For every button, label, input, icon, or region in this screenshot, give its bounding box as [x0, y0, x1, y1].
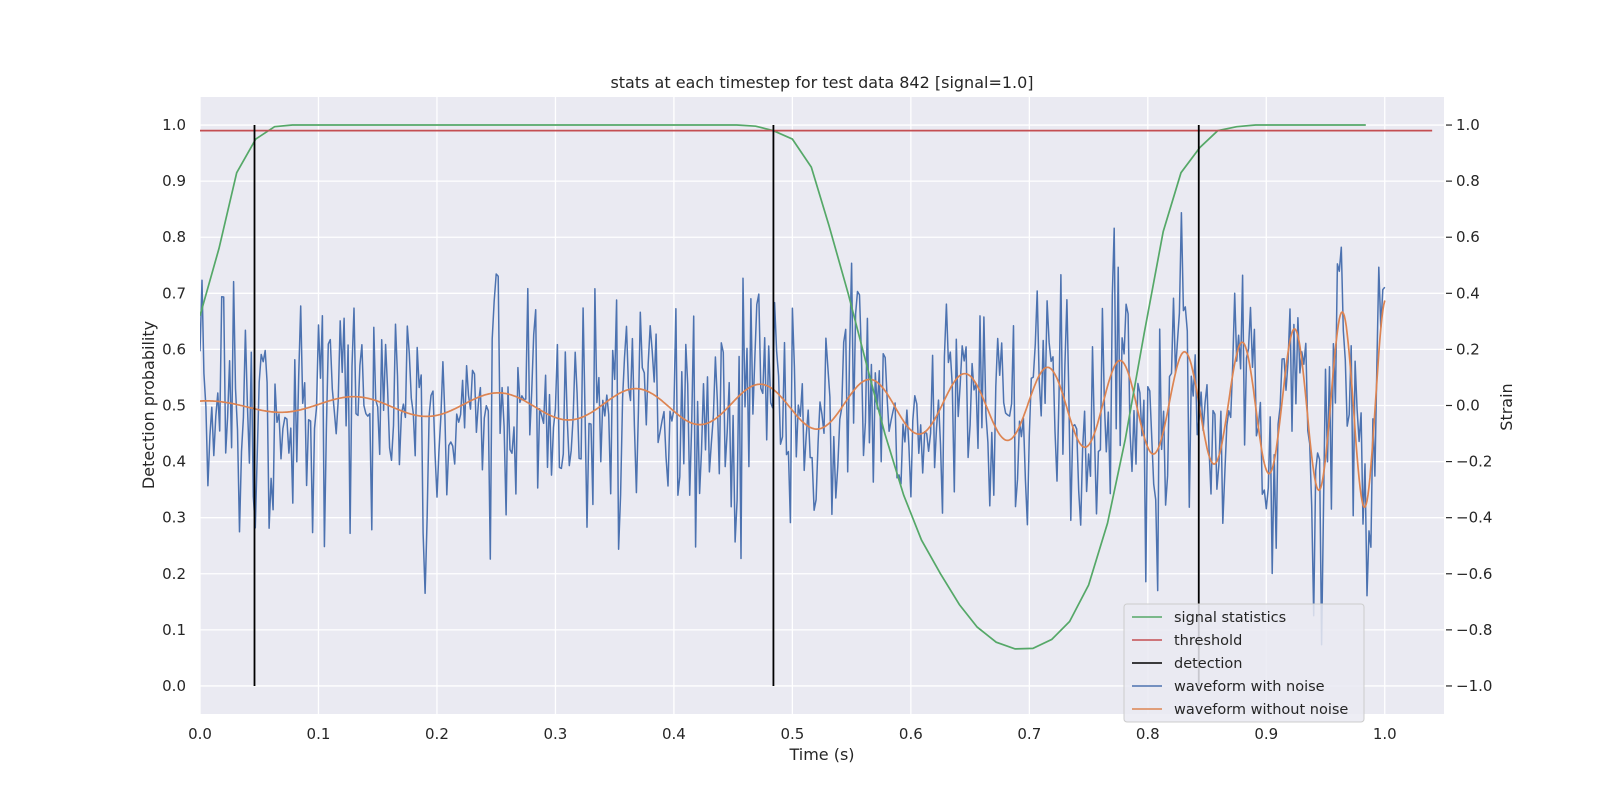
legend-box [1123, 603, 1365, 723]
y-right-tick-label: −0.2 [1456, 453, 1492, 471]
x-tick-label: 0.0 [188, 725, 212, 743]
x-tick-label: 0.8 [1136, 725, 1160, 743]
series-waveform-with-noise [200, 211, 1386, 646]
y-left-tick-label: 0.8 [162, 228, 186, 246]
y-right-tick-labels: −1.0 −0.8 −0.6 −0.4 −0.2 0.0 0.2 0.4 0.6 0.8 1.0 [1446, 116, 1492, 695]
legend-label-signal-statistics: signal statistics [1174, 610, 1286, 626]
y-left-tick-label: 0.4 [162, 453, 186, 471]
x-axis-label: Time (s) [788, 745, 854, 764]
x-tick-label: 0.1 [307, 725, 331, 743]
legend-label-threshold: threshold [1174, 633, 1242, 649]
y-left-tick-label: 0.0 [162, 677, 186, 695]
legend-label-waveform-with-noise: waveform with noise [1174, 679, 1325, 695]
y-left-tick-label: 0.1 [162, 621, 186, 639]
legend: signal statistics threshold detection wa… [1123, 603, 1365, 723]
x-tick-label: 0.5 [780, 725, 804, 743]
series-layer [200, 124, 1433, 686]
x-tick-label: 1.0 [1373, 725, 1397, 743]
legend-label-waveform-without-noise: waveform without noise [1174, 702, 1348, 718]
x-tick-label: 0.6 [899, 725, 923, 743]
x-tick-labels: 0.0 0.1 0.2 0.3 0.4 0.5 0.6 0.7 0.8 0.9 1.0 [188, 725, 1397, 743]
y-right-axis-label: Strain [1497, 383, 1516, 430]
y-right-tick-label: 0.8 [1456, 172, 1480, 190]
x-tick-label: 0.4 [662, 725, 686, 743]
x-tick-label: 0.7 [1017, 725, 1041, 743]
y-right-tick-label: −0.8 [1456, 621, 1492, 639]
y-left-tick-label: 0.5 [162, 397, 186, 415]
y-right-tick-label: −0.6 [1456, 565, 1492, 583]
y-left-tick-label: 0.7 [162, 284, 186, 302]
y-right-tick-label: 0.6 [1456, 228, 1480, 246]
legend-label-detection: detection [1174, 656, 1242, 672]
y-right-tick-label: −0.4 [1456, 509, 1492, 527]
series-waveform-without-noise [200, 300, 1386, 508]
y-right-tick-label: 1.0 [1456, 116, 1480, 134]
y-left-tick-label: 1.0 [162, 116, 186, 134]
y-right-tick-label: 0.4 [1456, 284, 1480, 302]
y-left-tick-labels: 0.0 0.1 0.2 0.3 0.4 0.5 0.6 0.7 0.8 0.9 1.0 [162, 116, 186, 695]
x-tick-label: 0.2 [425, 725, 449, 743]
y-right-tick-label: −1.0 [1456, 677, 1492, 695]
y-left-tick-label: 0.3 [162, 509, 186, 527]
y-left-tick-label: 0.6 [162, 340, 186, 358]
y-right-tick-label: 0.2 [1456, 340, 1480, 358]
y-left-axis-label: Detection probability [139, 321, 158, 489]
y-left-tick-label: 0.9 [162, 172, 186, 190]
chart-title: stats at each timestep for test data 842… [610, 73, 1033, 92]
y-left-tick-label: 0.2 [162, 565, 186, 583]
x-tick-label: 0.9 [1254, 725, 1278, 743]
y-right-tick-label: 0.0 [1456, 397, 1480, 415]
series-signal-statistics [200, 124, 1366, 650]
x-tick-label: 0.3 [543, 725, 567, 743]
grid [199, 97, 1444, 714]
